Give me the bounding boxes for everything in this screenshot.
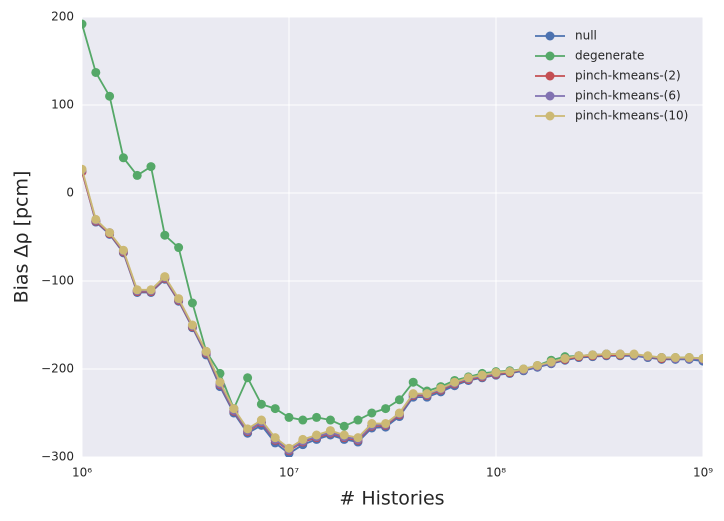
- legend-marker: [545, 51, 555, 61]
- point: [698, 353, 703, 363]
- point: [270, 404, 280, 414]
- point: [82, 19, 87, 29]
- point: [574, 351, 584, 361]
- point: [146, 285, 156, 295]
- point: [491, 368, 501, 378]
- point: [670, 353, 680, 363]
- y-tick-label: 100: [51, 98, 74, 112]
- point: [546, 357, 556, 367]
- point: [367, 419, 377, 429]
- point: [394, 395, 404, 405]
- point: [201, 346, 211, 356]
- x-tick-label: 10⁷: [279, 466, 299, 480]
- point: [381, 404, 391, 414]
- point: [422, 389, 432, 399]
- point: [325, 426, 335, 436]
- point: [367, 408, 377, 418]
- legend-marker: [545, 91, 555, 101]
- point: [91, 67, 101, 77]
- point: [643, 351, 653, 361]
- point: [298, 415, 308, 425]
- point: [615, 349, 625, 359]
- point: [243, 373, 253, 383]
- point: [284, 412, 294, 422]
- point: [256, 415, 266, 425]
- point: [174, 294, 184, 304]
- point: [243, 424, 253, 434]
- point: [312, 430, 322, 440]
- point: [82, 164, 87, 174]
- point: [684, 353, 694, 363]
- y-tick-label: −200: [41, 362, 74, 376]
- point: [132, 285, 142, 295]
- point: [215, 377, 225, 387]
- point: [477, 370, 487, 380]
- point: [256, 399, 266, 409]
- legend-marker: [545, 111, 555, 121]
- legend-marker: [545, 31, 555, 41]
- point: [160, 230, 170, 240]
- y-axis-label: Bias Δρ [pcm]: [11, 171, 33, 304]
- point: [325, 415, 335, 425]
- legend-label: null: [575, 29, 597, 43]
- x-tick-label: 10⁹: [693, 466, 713, 480]
- y-tick-label: 0: [66, 186, 74, 200]
- point: [629, 349, 639, 359]
- point: [298, 434, 308, 444]
- point: [353, 415, 363, 425]
- x-tick-label: 10⁸: [486, 466, 506, 480]
- point: [408, 377, 418, 387]
- point: [408, 389, 418, 399]
- x-tick-label: 10⁶: [72, 466, 92, 480]
- legend-label: pinch-kmeans-(10): [575, 109, 688, 123]
- point: [105, 91, 115, 101]
- point: [505, 367, 515, 377]
- point: [160, 272, 170, 282]
- point: [463, 373, 473, 383]
- point: [436, 383, 446, 393]
- point: [187, 298, 197, 308]
- point: [353, 433, 363, 443]
- point: [132, 170, 142, 180]
- y-tick-label: 200: [51, 10, 74, 24]
- point: [394, 408, 404, 418]
- point: [91, 214, 101, 224]
- x-axis-label: # Histories: [339, 488, 444, 510]
- series-line: [82, 169, 703, 450]
- point: [519, 364, 529, 374]
- point: [270, 433, 280, 443]
- point: [381, 419, 391, 429]
- point: [229, 404, 239, 414]
- point: [601, 349, 611, 359]
- point: [146, 162, 156, 172]
- point: [588, 350, 598, 360]
- point: [532, 360, 542, 370]
- point: [284, 443, 294, 453]
- point: [118, 245, 128, 255]
- point: [105, 228, 115, 238]
- point: [118, 153, 128, 163]
- point: [560, 353, 570, 363]
- plot-area: [82, 17, 703, 457]
- point: [657, 353, 667, 363]
- point: [312, 412, 322, 422]
- y-tick-label: −300: [41, 450, 74, 464]
- point: [174, 243, 184, 253]
- y-tick-label: −100: [41, 274, 74, 288]
- legend-label: pinch-kmeans-(2): [575, 69, 681, 83]
- legend-marker: [545, 71, 555, 81]
- point: [450, 377, 460, 387]
- point: [187, 320, 197, 330]
- legend-label: pinch-kmeans-(6): [575, 89, 681, 103]
- point: [339, 430, 349, 440]
- point: [339, 421, 349, 431]
- legend-label: degenerate: [575, 49, 644, 63]
